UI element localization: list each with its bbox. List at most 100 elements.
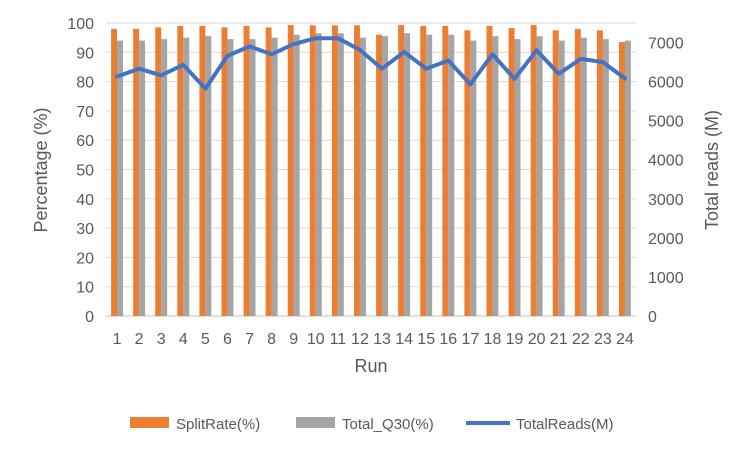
bar-q30 <box>271 37 278 317</box>
bar-q30 <box>117 40 124 316</box>
bar-splitrate <box>177 25 184 317</box>
x-tick-label: 6 <box>223 331 232 348</box>
x-tick-label: 16 <box>439 331 457 348</box>
bar-q30 <box>249 39 256 317</box>
bar-splitrate <box>442 25 449 317</box>
y-axis-title: Percentage (%) <box>31 107 51 232</box>
bar-splitrate <box>552 30 559 316</box>
x-tick-label: 9 <box>289 331 298 348</box>
x-tick-label: 15 <box>417 331 435 348</box>
x-tick-label: 12 <box>351 331 369 348</box>
y-tick-label: 30 <box>76 221 94 238</box>
y-tick-label: 10 <box>76 280 94 297</box>
bar-splitrate <box>574 28 581 317</box>
x-tick-label: 8 <box>267 331 276 348</box>
y-tick-label: 70 <box>76 104 94 121</box>
bar-q30 <box>359 37 366 317</box>
bar-q30 <box>602 39 609 317</box>
y2-axis-title: Total reads (M) <box>702 110 722 230</box>
y2-tick-label: 5000 <box>648 114 684 131</box>
bar-q30 <box>161 39 168 317</box>
y2-tick-label: 2000 <box>648 231 684 248</box>
bar-q30 <box>337 33 344 316</box>
legend-label: Total_Q30(%) <box>342 416 434 433</box>
x-tick-label: 5 <box>201 331 210 348</box>
bar-splitrate <box>596 30 603 316</box>
x-tick-label: 24 <box>616 331 634 348</box>
bar-q30 <box>624 40 631 316</box>
bar-q30 <box>227 39 234 317</box>
bar-q30 <box>139 40 146 316</box>
x-tick-label: 11 <box>330 331 347 348</box>
x-axis-title: Run <box>354 356 387 376</box>
gridlines <box>106 22 636 317</box>
x-tick-label: 10 <box>307 331 325 348</box>
bar-splitrate <box>464 30 471 316</box>
bar-q30 <box>205 36 212 317</box>
bar-splitrate <box>618 42 625 317</box>
bar-splitrate <box>199 25 206 317</box>
bar-splitrate <box>508 27 515 317</box>
bar-q30 <box>183 37 190 317</box>
legend-label: SplitRate(%) <box>176 416 260 433</box>
x-tick-label: 22 <box>572 331 590 348</box>
x-tick-label: 17 <box>461 331 479 348</box>
bar-splitrate <box>287 25 294 317</box>
x-tick-label: 19 <box>506 331 524 348</box>
y-tick-label: 100 <box>67 16 94 33</box>
y2-tick-label: 6000 <box>648 75 684 92</box>
y-tick-label: 90 <box>76 45 94 62</box>
x-tick-label: 7 <box>245 331 254 348</box>
bar-q30 <box>580 37 587 317</box>
line-series <box>115 36 627 91</box>
x-tick-label: 20 <box>528 331 546 348</box>
bar-q30 <box>558 40 565 316</box>
bar-q30 <box>492 36 499 317</box>
bar-splitrate <box>331 25 338 317</box>
bar-q30 <box>293 34 300 316</box>
bar-splitrate <box>376 34 383 316</box>
bar-q30 <box>536 36 543 317</box>
bar-splitrate <box>221 27 228 317</box>
bar-splitrate <box>353 25 360 317</box>
x-tick-label: 21 <box>550 331 568 348</box>
y-tick-label: 80 <box>76 75 94 92</box>
bar-q30 <box>404 33 411 316</box>
x-tick-label: 14 <box>395 331 413 348</box>
bar-splitrate <box>309 25 316 317</box>
bar-splitrate <box>265 27 272 317</box>
x-tick-label: 2 <box>135 331 144 348</box>
x-tick-label: 23 <box>594 331 612 348</box>
legend: SplitRate(%) Total_Q30(%) TotalReads(M) <box>130 416 614 433</box>
bar-q30 <box>514 39 521 317</box>
bar-splitrate <box>243 25 250 317</box>
x-tick-label: 4 <box>179 331 188 348</box>
bar-q30 <box>470 40 477 316</box>
y-tick-label: 0 <box>85 309 94 326</box>
y2-tick-label: 7000 <box>648 36 684 53</box>
axes: 0102030405060708090100010002000300040005… <box>67 16 683 348</box>
bar-q30 <box>426 34 433 316</box>
x-tick-label: 3 <box>157 331 166 348</box>
y2-tick-label: 0 <box>648 309 657 326</box>
legend-label: TotalReads(M) <box>516 416 614 433</box>
bar-splitrate <box>133 28 140 317</box>
y2-tick-label: 1000 <box>648 270 684 287</box>
legend-swatch <box>130 417 169 428</box>
y-tick-label: 20 <box>76 250 94 267</box>
bar-q30 <box>382 36 389 317</box>
bar-q30 <box>315 33 322 316</box>
bars <box>111 25 631 317</box>
bar-splitrate <box>111 28 118 317</box>
bar-splitrate <box>398 25 405 317</box>
line-totalreads <box>115 36 627 91</box>
x-tick-label: 1 <box>113 331 122 348</box>
x-tick-label: 18 <box>484 331 502 348</box>
x-tick-label: 13 <box>373 331 391 348</box>
y2-tick-label: 3000 <box>648 192 684 209</box>
bar-splitrate <box>420 25 427 317</box>
legend-swatch <box>296 417 335 428</box>
bar-splitrate <box>155 27 162 317</box>
